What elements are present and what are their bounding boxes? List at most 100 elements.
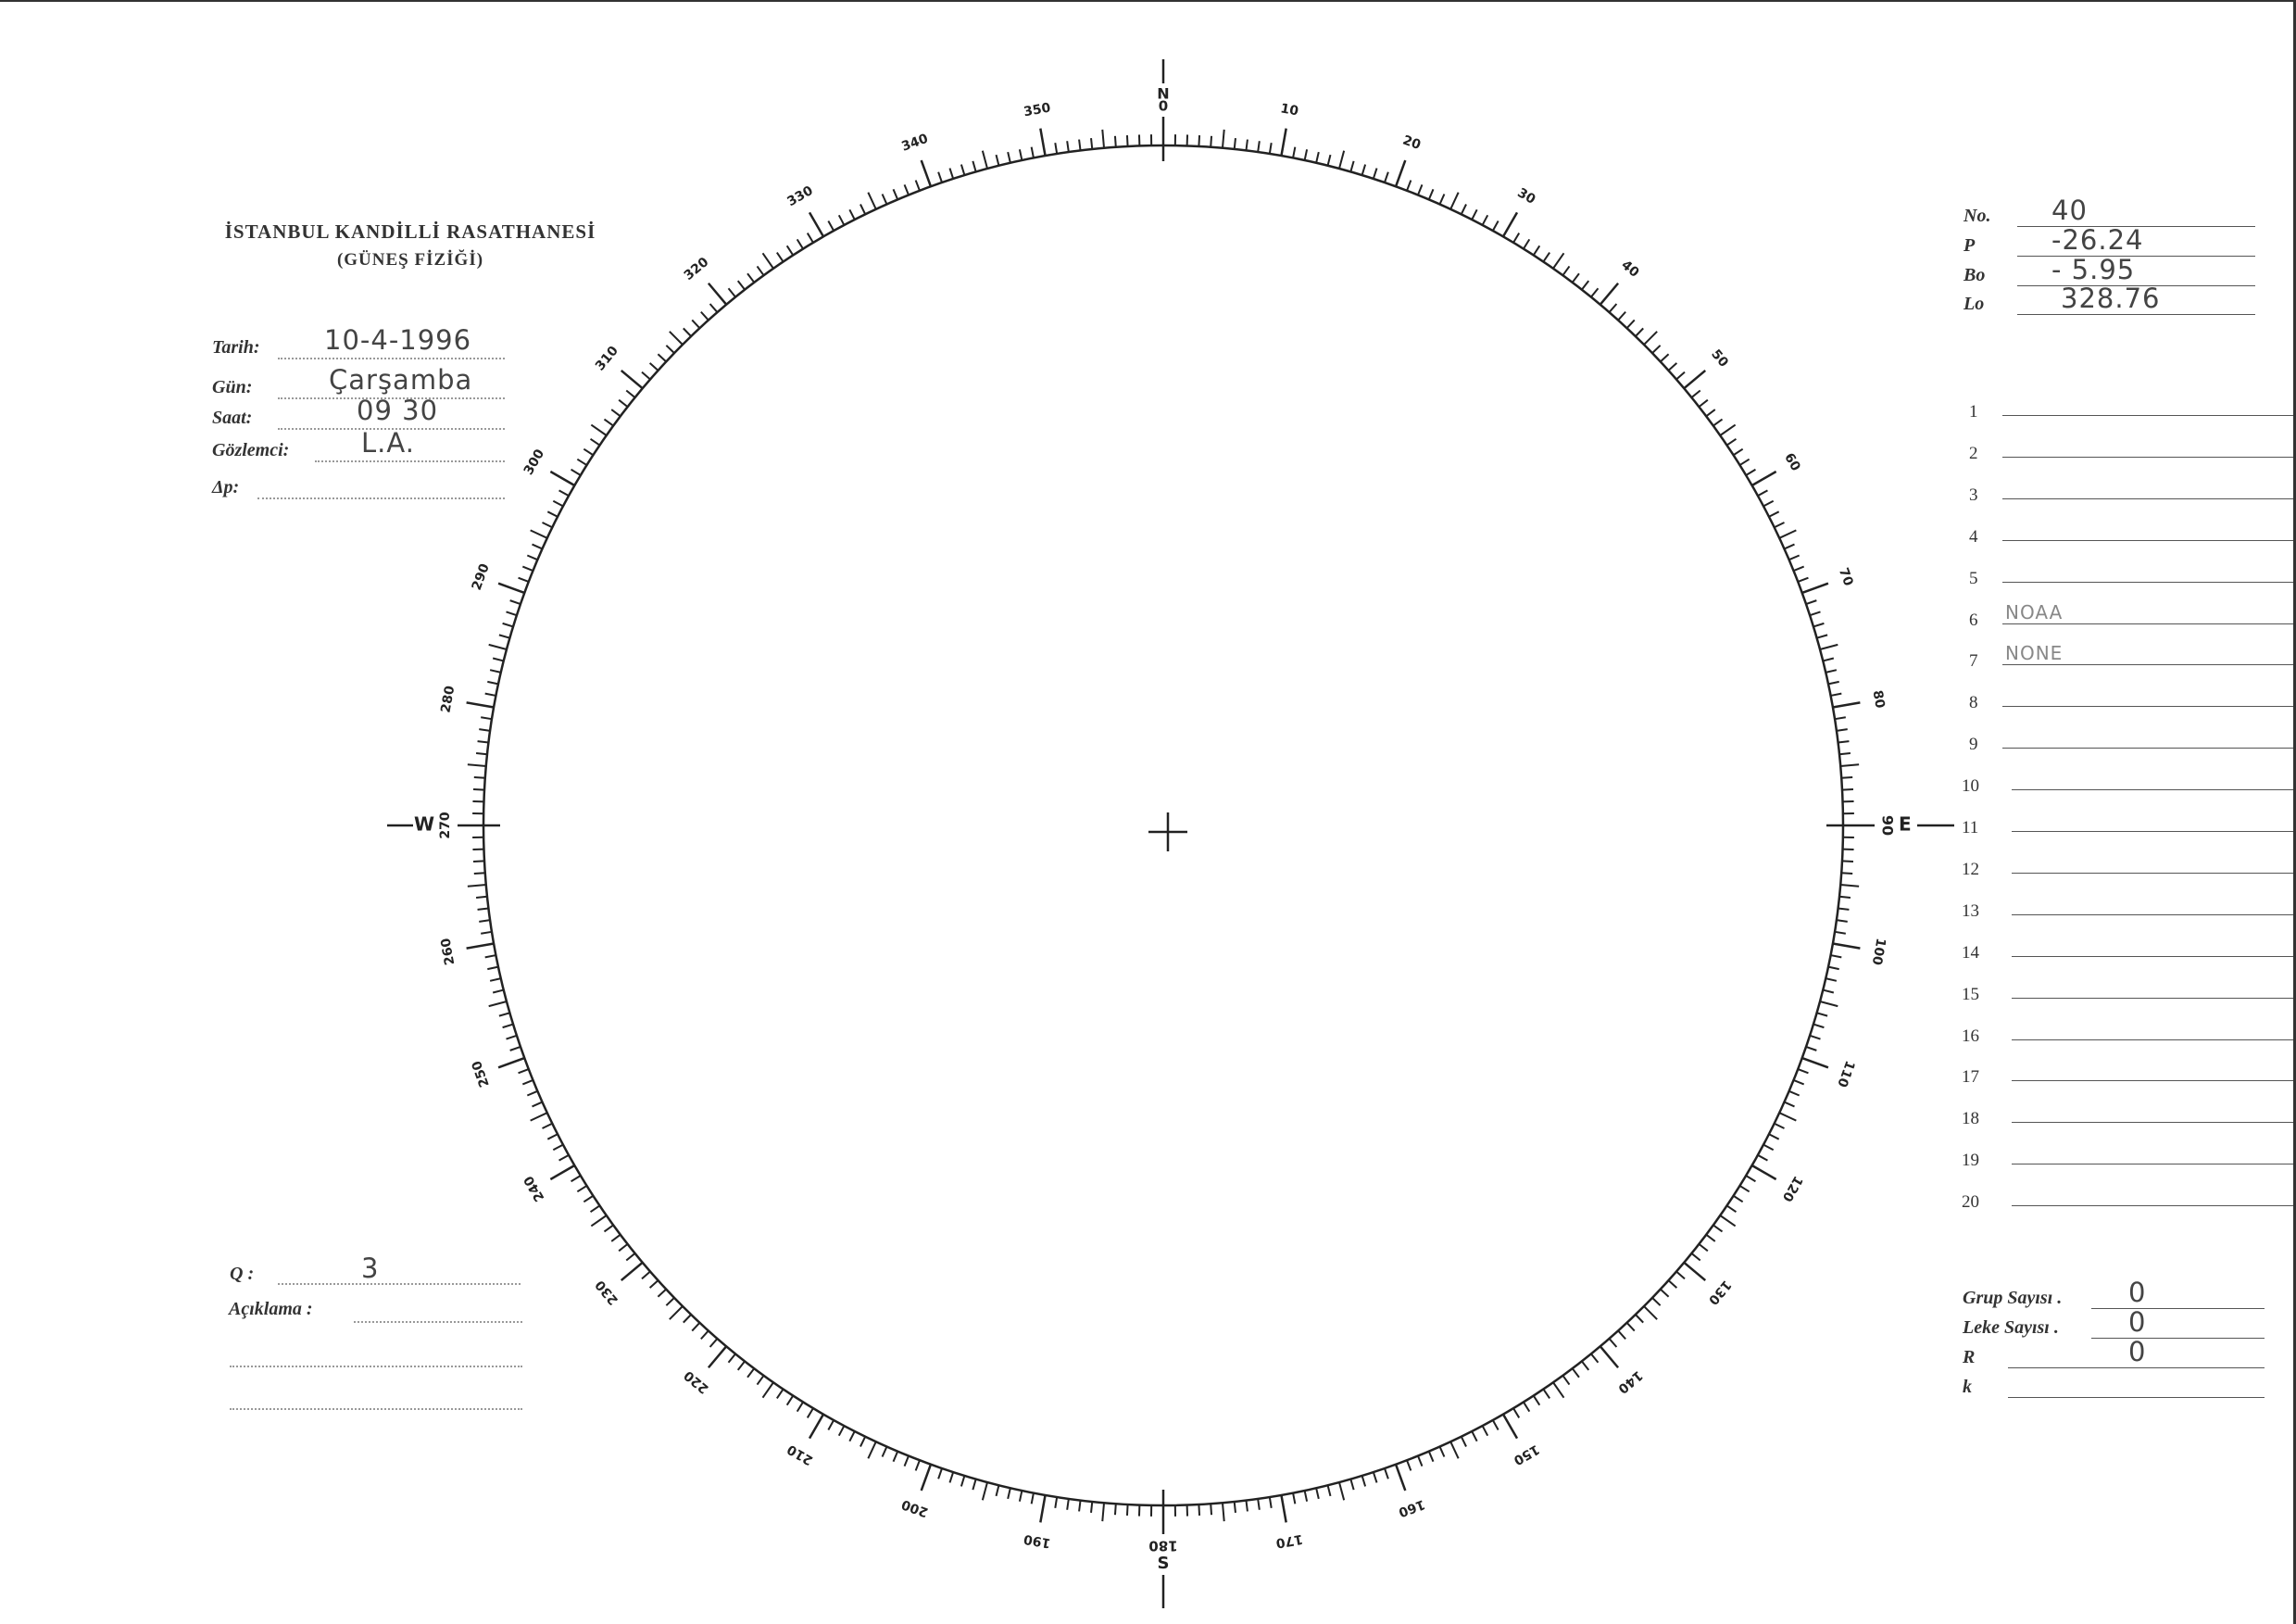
numbered-line-field[interactable] xyxy=(2012,1205,2293,1207)
degree-tick xyxy=(1406,180,1412,192)
degree-tick xyxy=(1562,1375,1571,1386)
degree-tick xyxy=(625,389,636,398)
degree-tick xyxy=(796,238,804,250)
degree-tick xyxy=(1830,692,1842,697)
numbered-line-field[interactable] xyxy=(2002,497,2293,499)
degree-tick xyxy=(1635,1314,1644,1324)
degree-label: 20 xyxy=(1400,132,1423,153)
degree-tick xyxy=(620,369,644,390)
degree-tick xyxy=(1809,611,1821,617)
numbered-line-field[interactable] xyxy=(2002,748,2293,749)
degree-tick xyxy=(549,470,575,487)
degree-tick xyxy=(903,183,910,195)
count-field[interactable] xyxy=(2091,1338,2265,1339)
count-field[interactable] xyxy=(2091,1308,2265,1309)
field-value: L.A. xyxy=(361,427,415,459)
degree-tick xyxy=(665,1297,675,1306)
degree-tick xyxy=(1788,554,1800,561)
degree-label: 50 xyxy=(1708,346,1731,370)
aciklama-line-2[interactable] xyxy=(230,1366,522,1367)
degree-tick xyxy=(1198,134,1201,147)
degree-tick xyxy=(1471,208,1478,220)
degree-tick xyxy=(1338,1481,1346,1501)
numbered-line-field[interactable] xyxy=(2012,1080,2293,1082)
degree-label: 130 xyxy=(1705,1278,1734,1308)
degree-label: 110 xyxy=(1834,1059,1857,1089)
q-field[interactable] xyxy=(278,1283,521,1285)
degree-tick xyxy=(1198,1504,1201,1517)
degree-tick xyxy=(1667,362,1678,371)
degree-tick xyxy=(1651,1297,1662,1306)
param-field[interactable] xyxy=(2017,285,2255,286)
field-input[interactable] xyxy=(278,397,505,399)
numbered-line-field[interactable] xyxy=(2012,872,2293,874)
degree-tick xyxy=(1581,280,1590,291)
degree-tick xyxy=(603,418,614,427)
count-field[interactable] xyxy=(2008,1397,2265,1398)
numbered-line-field[interactable] xyxy=(2012,1039,2293,1040)
numbered-line-field[interactable] xyxy=(2012,955,2293,957)
degree-tick xyxy=(1784,1101,1795,1108)
degree-tick xyxy=(1690,1253,1701,1262)
degree-tick xyxy=(1030,1492,1035,1504)
field-input[interactable] xyxy=(315,460,505,462)
line-number: 9 xyxy=(1969,735,1978,755)
field-input[interactable] xyxy=(257,497,505,499)
numbered-line-field[interactable] xyxy=(2002,415,2293,416)
degree-tick xyxy=(1491,1419,1499,1430)
degree-tick xyxy=(892,188,899,200)
param-field[interactable] xyxy=(2017,256,2255,257)
aciklama-line-3[interactable] xyxy=(230,1408,522,1410)
degree-tick xyxy=(1816,1012,1828,1017)
field-input[interactable] xyxy=(278,428,505,430)
numbered-line-field[interactable] xyxy=(2002,706,2293,708)
param-field[interactable] xyxy=(2017,226,2255,227)
degree-tick xyxy=(700,310,709,321)
degree-tick xyxy=(709,1338,719,1348)
degree-tick xyxy=(1113,135,1117,147)
degree-tick xyxy=(1221,1503,1225,1522)
numbered-line-field[interactable] xyxy=(2012,789,2293,791)
degree-tick xyxy=(1801,1056,1829,1069)
degree-tick xyxy=(466,701,495,709)
field-label: Δp: xyxy=(212,477,240,497)
degree-tick xyxy=(960,1475,966,1487)
degree-tick xyxy=(1471,1430,1478,1442)
numbered-line-field[interactable] xyxy=(2002,539,2293,541)
count-label: Grup Sayısı . xyxy=(1963,1288,2063,1308)
numbered-line-field[interactable] xyxy=(2002,623,2293,624)
degree-tick xyxy=(497,582,525,595)
count-field[interactable] xyxy=(2008,1367,2265,1368)
param-field[interactable] xyxy=(2017,314,2255,315)
degree-tick xyxy=(1292,146,1297,158)
degree-tick xyxy=(1384,171,1389,183)
numbered-line-field[interactable] xyxy=(2002,581,2293,583)
degree-tick xyxy=(747,1367,756,1379)
degree-tick xyxy=(669,331,684,346)
field-value: 10-4-1996 xyxy=(324,324,472,356)
degree-tick xyxy=(1599,1345,1620,1369)
numbered-line-field[interactable] xyxy=(2012,913,2293,915)
numbered-line-field[interactable] xyxy=(2012,1122,2293,1124)
degree-tick xyxy=(707,282,728,306)
field-input[interactable] xyxy=(278,358,505,359)
numbered-line-field[interactable] xyxy=(2012,831,2293,832)
degree-tick xyxy=(669,1305,684,1320)
line-number: 15 xyxy=(1962,984,1979,1004)
north-label: N xyxy=(1157,85,1169,103)
numbered-line-field[interactable] xyxy=(2002,664,2293,666)
degree-label: 200 xyxy=(899,1496,930,1519)
degree-tick xyxy=(756,265,765,276)
degree-tick xyxy=(948,168,955,180)
degree-tick xyxy=(691,1322,701,1332)
degree-tick xyxy=(1280,128,1287,157)
degree-tick xyxy=(1268,1496,1273,1508)
q-label: Q : xyxy=(230,1264,255,1284)
numbered-line-field[interactable] xyxy=(2002,456,2293,458)
degree-tick xyxy=(1438,194,1446,205)
numbered-line-field[interactable] xyxy=(2012,997,2293,999)
aciklama-field[interactable] xyxy=(354,1321,522,1323)
degree-label: 150 xyxy=(1511,1441,1542,1468)
degree-tick xyxy=(1832,701,1861,709)
degree-tick xyxy=(1813,1023,1825,1029)
